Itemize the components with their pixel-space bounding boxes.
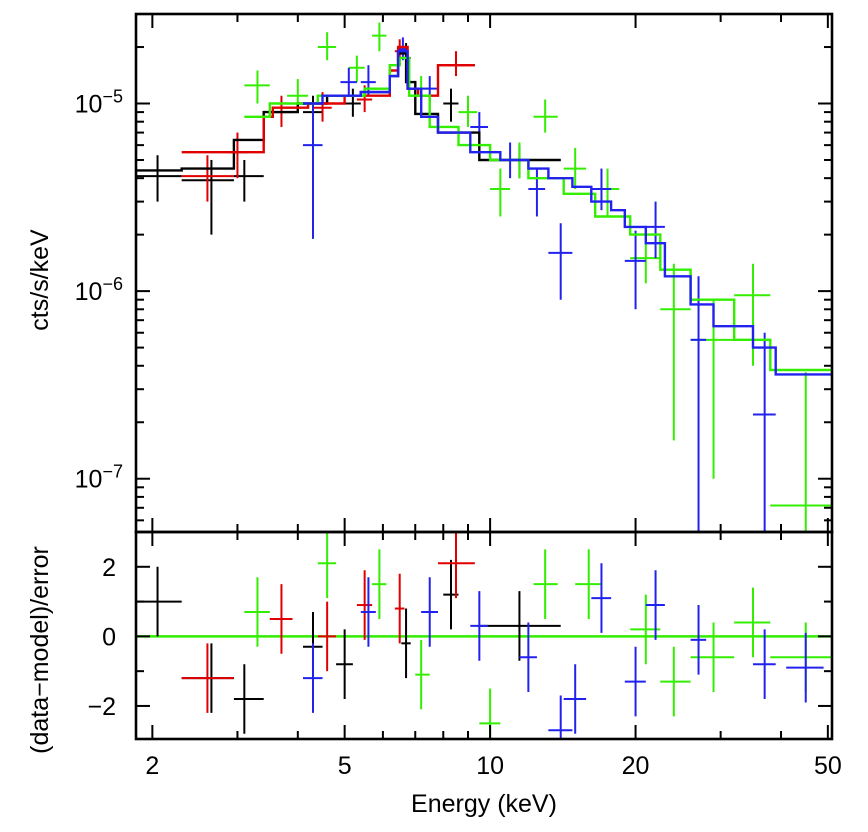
residual-point-green-9 — [690, 622, 735, 693]
residual-point-red-0 — [181, 643, 234, 713]
spectrum-point-red-0 — [181, 155, 234, 202]
residual-point-blue-0 — [302, 643, 323, 713]
residual-point-green-2 — [372, 549, 387, 619]
spectrum-point-blue-8 — [548, 223, 573, 300]
residual-point-red-2 — [317, 601, 337, 672]
y-axis-label-spectrum: cts/s/keV — [26, 229, 54, 331]
residual-point-green-8 — [660, 646, 691, 717]
spectrum-point-blue-0 — [302, 103, 323, 239]
residual-point-green-11 — [770, 622, 832, 693]
y-tick-label-residual: 2 — [102, 554, 116, 582]
residual-point-black-7 — [479, 591, 561, 661]
y-axis-label-residuals: (data−model)/error — [26, 546, 54, 754]
spectrum-data-layer — [136, 22, 832, 532]
residual-point-green-6 — [575, 549, 602, 619]
residual-point-blue-1 — [360, 577, 376, 647]
residual-point-black-4 — [336, 629, 353, 699]
x-axis-label: Energy (keV) — [411, 790, 557, 818]
residual-point-blue-5 — [548, 695, 573, 739]
y-tick-label-residual: 0 — [102, 623, 116, 651]
spectrum-point-green-10 — [563, 147, 587, 190]
spectrum-point-green-4 — [372, 22, 387, 52]
residual-point-red-5 — [437, 532, 475, 599]
model-step-line-blue — [303, 50, 832, 376]
spectrum-point-blue-9 — [591, 168, 612, 211]
residual-point-green-10 — [734, 587, 771, 658]
spectrum-point-green-16 — [770, 372, 832, 532]
spectrum-point-green-9 — [533, 99, 558, 133]
residual-point-blue-12 — [786, 632, 824, 703]
residual-point-blue-10 — [690, 605, 707, 675]
spectrum-point-black-6 — [443, 88, 459, 122]
residual-point-green-5 — [533, 549, 558, 619]
residual-point-green-3 — [415, 639, 430, 710]
residual-data-layer — [136, 532, 832, 739]
spectrum-point-black-0 — [136, 155, 182, 202]
spectrum-point-black-4 — [344, 88, 361, 117]
spectrum-point-blue-2 — [360, 65, 376, 96]
spectrum-point-blue-10 — [624, 230, 646, 310]
spectrum-point-blue-7 — [528, 168, 546, 217]
y-tick-label-spectrum: 10−5 — [75, 87, 123, 119]
spectrum-point-green-0 — [244, 70, 270, 104]
residual-point-blue-8 — [624, 646, 646, 717]
residual-point-blue-4 — [519, 622, 537, 693]
spectrum-panel-frame — [134, 12, 834, 534]
residual-point-blue-11 — [752, 629, 776, 699]
residual-point-blue-7 — [591, 563, 612, 633]
residual-point-green-0 — [244, 577, 270, 647]
x-tick-label-20: 20 — [622, 752, 650, 780]
residual-point-red-1 — [269, 584, 293, 654]
y-tick-label-spectrum: 10−6 — [75, 274, 123, 306]
spectrum-point-green-13 — [660, 263, 691, 441]
x-tick-label-2: 2 — [145, 752, 159, 780]
y-tick-label-residual: −2 — [87, 693, 116, 721]
spectrum-point-blue-12 — [690, 276, 707, 532]
spectrum-point-blue-1 — [340, 67, 357, 96]
x-tick-label-5: 5 — [338, 752, 352, 780]
spectrum-point-blue-11 — [645, 201, 665, 259]
residual-point-red-3 — [356, 570, 373, 640]
x-tick-label-10: 10 — [476, 752, 504, 780]
spectrum-point-blue-3 — [398, 37, 408, 61]
residual-point-green-1 — [317, 532, 337, 599]
residual-point-blue-2 — [421, 577, 438, 647]
residual-point-blue-6 — [563, 664, 587, 734]
spectrum-point-green-3 — [348, 55, 365, 83]
residual-point-red-4 — [394, 573, 405, 644]
residual-point-blue-3 — [470, 591, 488, 661]
model-step-line-green — [244, 56, 832, 372]
residual-point-black-5 — [401, 608, 411, 679]
spectrum-point-green-7 — [490, 168, 511, 217]
residual-point-blue-9 — [645, 570, 665, 640]
spectrum-point-blue-13 — [752, 332, 776, 532]
spectrum-point-red-6 — [437, 51, 475, 77]
x-tick-label-50: 50 — [814, 752, 842, 780]
y-tick-label-spectrum: 10−7 — [75, 462, 123, 494]
spectrum-point-green-6 — [458, 95, 478, 127]
spectrum-point-green-2 — [317, 32, 337, 61]
spectrum-point-black-2 — [233, 159, 264, 202]
residual-point-black-2 — [233, 664, 264, 734]
